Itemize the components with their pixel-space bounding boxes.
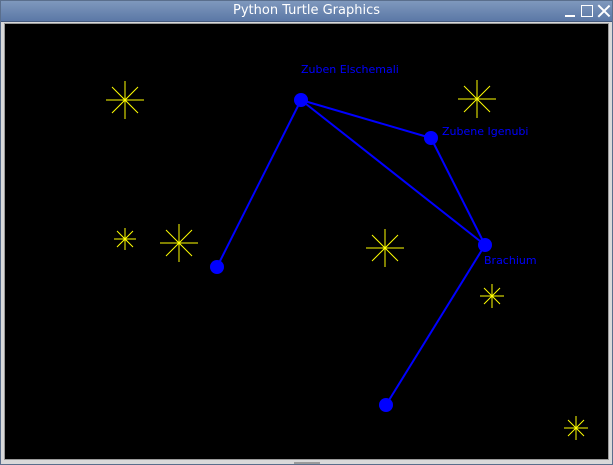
minimize-icon[interactable] bbox=[563, 4, 577, 18]
sparkle-star bbox=[160, 224, 198, 262]
sparkle-star bbox=[114, 228, 136, 250]
constellation-line bbox=[385, 244, 486, 406]
star-dot-brachium bbox=[478, 238, 492, 252]
window-title: Python Turtle Graphics bbox=[233, 3, 380, 18]
constellation-line bbox=[300, 99, 432, 139]
star-dot-zubene-igenubi bbox=[424, 131, 438, 145]
constellation-lines bbox=[216, 99, 486, 406]
title-bar[interactable]: Python Turtle Graphics bbox=[1, 1, 612, 22]
maximize-icon[interactable] bbox=[580, 4, 594, 18]
sparkle-star bbox=[564, 416, 588, 440]
constellation-line bbox=[216, 99, 302, 268]
star-dot bbox=[210, 260, 224, 274]
star-dot bbox=[379, 398, 393, 412]
constellation-line bbox=[300, 99, 486, 246]
close-icon[interactable] bbox=[597, 4, 611, 18]
star-map: Zuben Elschemali Zubene Igenubi Brachium bbox=[106, 63, 588, 440]
star-label: Zubene Igenubi bbox=[442, 125, 528, 138]
sparkle-star bbox=[366, 229, 404, 267]
sparkle-star bbox=[480, 284, 504, 308]
star-label: Zuben Elschemali bbox=[301, 63, 399, 76]
resize-grip[interactable] bbox=[294, 462, 320, 464]
sparkle-star bbox=[106, 81, 144, 119]
constellation-line bbox=[430, 137, 486, 246]
constellation-stars bbox=[210, 93, 492, 412]
turtle-canvas[interactable]: Zuben Elschemali Zubene Igenubi Brachium bbox=[4, 23, 609, 460]
star-dot-zuben-elschemali bbox=[294, 93, 308, 107]
star-label: Brachium bbox=[484, 254, 537, 267]
background-stars bbox=[106, 80, 588, 440]
sparkle-star bbox=[458, 80, 496, 118]
